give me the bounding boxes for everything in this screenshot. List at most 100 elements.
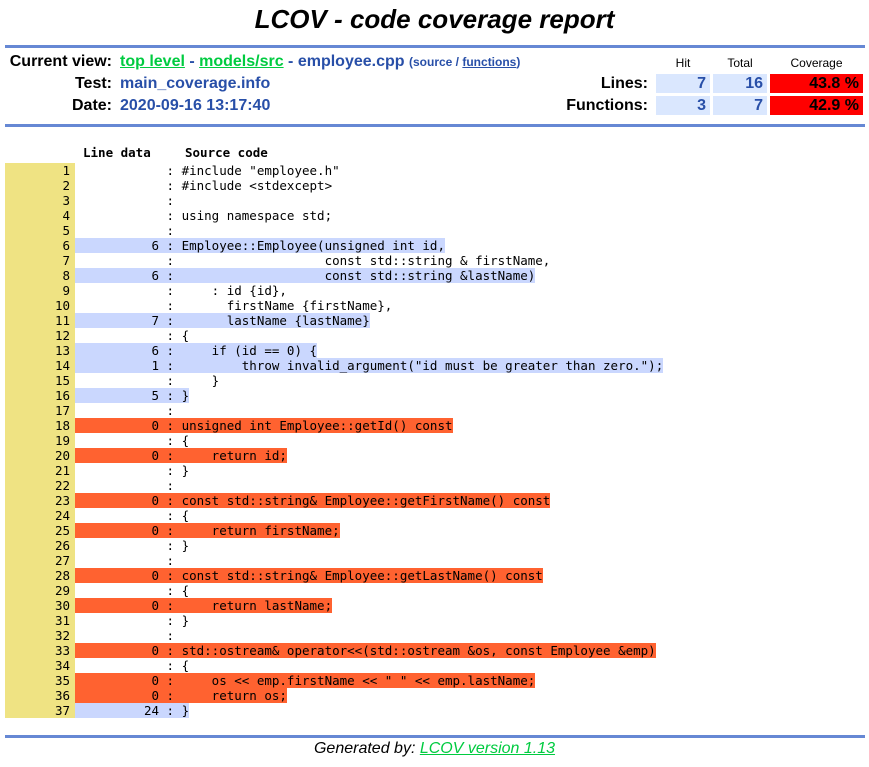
summary-lines-hit: 7 (656, 74, 710, 93)
summary-functions-coverage: 42.9 % (770, 96, 863, 115)
line-hit-count: 0 (151, 688, 159, 703)
line-number: 8 (5, 268, 75, 283)
line-separator: : (159, 178, 182, 193)
line-hit-count: 0 (151, 643, 159, 658)
line-source: } (181, 388, 190, 403)
summary-lines-coverage: 43.8 % (770, 74, 863, 93)
line-hit-count: 24 (143, 703, 159, 718)
line-separator: : (159, 313, 182, 328)
line-number: 28 (5, 568, 75, 583)
line-source: return lastName; (181, 598, 333, 613)
view-open-paren: ( (408, 55, 413, 69)
line-data-header: Line data (83, 145, 151, 160)
line-separator: : (159, 628, 182, 643)
line-number: 15 (5, 373, 75, 388)
breadcrumb-current-file: employee.cpp (297, 53, 405, 70)
line-number: 20 (5, 448, 75, 463)
line-source: } (181, 613, 190, 628)
line-number: 11 (5, 313, 75, 328)
line-content: : { (75, 508, 190, 523)
line-content: : } (75, 613, 190, 628)
line-content: : (75, 403, 182, 418)
line-separator: : (159, 658, 182, 673)
line-number: 18 (5, 418, 75, 433)
line-source: #include "employee.h" (181, 163, 340, 178)
line-source: firstName {firstName}, (181, 298, 393, 313)
line-source: { (181, 328, 190, 343)
line-number: 37 (5, 703, 75, 718)
line-number: 30 (5, 598, 75, 613)
line-separator: : (159, 703, 182, 718)
line-content: 0 : const std::string& Employee::getFirs… (75, 493, 551, 508)
line-number: 24 (5, 508, 75, 523)
line-number: 7 (5, 253, 75, 268)
view-switcher: (source / functions) (409, 55, 520, 69)
line-separator: : (159, 598, 182, 613)
line-number: 35 (5, 673, 75, 688)
line-number: 36 (5, 688, 75, 703)
line-source: using namespace std; (181, 208, 333, 223)
view-close-paren: ) (516, 55, 521, 69)
line-content: 0 : std::ostream& operator<<(std::ostrea… (75, 643, 656, 658)
line-separator: : (159, 403, 182, 418)
line-source: : id {id}, (181, 283, 287, 298)
line-content: 5 : } (75, 388, 190, 403)
line-content: 0 : unsigned int Employee::getId() const (75, 418, 453, 433)
line-source: return firstName; (181, 523, 340, 538)
line-number: 2 (5, 178, 75, 193)
view-source-current: source (412, 55, 453, 69)
summary-functions-total: 7 (713, 96, 767, 115)
line-separator: : (159, 193, 182, 208)
line-number: 21 (5, 463, 75, 478)
line-separator: : (159, 643, 182, 658)
line-source: std::ostream& operator<<(std::ostream &o… (181, 643, 656, 658)
line-content: 24 : } (75, 703, 190, 718)
line-hit-count: 0 (151, 418, 159, 433)
breadcrumb-top-level-link[interactable]: top level (120, 53, 185, 70)
line-separator: : (159, 388, 182, 403)
line-content: : (75, 628, 182, 643)
line-content: : #include "employee.h" (75, 163, 340, 178)
line-content: 0 : return os; (75, 688, 287, 703)
line-content: 0 : return firstName; (75, 523, 340, 538)
line-hit-count: 7 (151, 313, 159, 328)
line-content: 6 : if (id == 0) { (75, 343, 318, 358)
line-source: { (181, 583, 190, 598)
line-separator: : (159, 283, 182, 298)
line-content: : (75, 553, 182, 568)
line-hit-count: 0 (151, 493, 159, 508)
line-content: : : id {id}, (75, 283, 287, 298)
view-separator: / (452, 55, 463, 69)
header-bottom-rule (5, 124, 865, 127)
line-separator: : (159, 433, 182, 448)
line-separator: : (159, 478, 182, 493)
line-hit-count: 5 (151, 388, 159, 403)
line-content: 0 : return id; (75, 448, 287, 463)
line-number: 1 (5, 163, 75, 178)
line-number: 4 (5, 208, 75, 223)
line-number: 22 (5, 478, 75, 493)
line-separator: : (159, 223, 182, 238)
line-source: const std::string& Employee::getFirstNam… (181, 493, 551, 508)
line-hit-count: 6 (151, 343, 159, 358)
line-number: 10 (5, 298, 75, 313)
view-functions-link[interactable]: functions (462, 55, 517, 69)
line-content: 7 : lastName {lastName} (75, 313, 370, 328)
line-separator: : (159, 358, 182, 373)
line-number: 13 (5, 343, 75, 358)
lcov-version-link[interactable]: LCOV version 1.13 (419, 740, 556, 757)
line-separator: : (159, 268, 182, 283)
line-number: 23 (5, 493, 75, 508)
line-number: 9 (5, 283, 75, 298)
breadcrumb-dir-link[interactable]: models/src (199, 53, 284, 70)
line-content: : (75, 478, 182, 493)
line-separator: : (159, 343, 182, 358)
line-source: } (181, 538, 190, 553)
line-separator: : (159, 688, 182, 703)
line-content: 6 : Employee::Employee(unsigned int id, (75, 238, 445, 253)
line-separator: : (159, 673, 182, 688)
breadcrumb-separator: - (283, 53, 298, 70)
line-hit-count: 0 (151, 448, 159, 463)
footer: Generated by: LCOV version 1.13 (0, 740, 869, 758)
line-separator: : (159, 493, 182, 508)
